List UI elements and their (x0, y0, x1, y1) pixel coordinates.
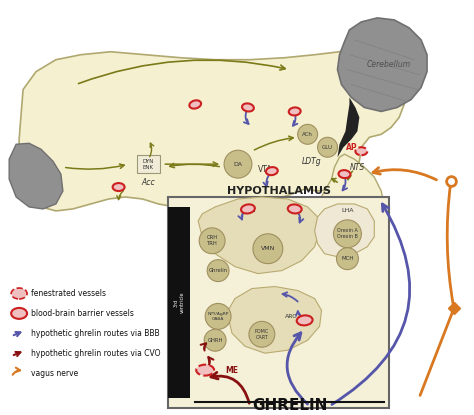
FancyArrowPatch shape (293, 114, 298, 126)
Ellipse shape (11, 288, 27, 299)
Text: POMC
CART: POMC CART (255, 329, 269, 340)
Text: AP: AP (346, 143, 357, 152)
Ellipse shape (196, 365, 214, 376)
Circle shape (334, 220, 361, 248)
Text: ME: ME (225, 366, 238, 375)
Text: VTA: VTA (258, 165, 273, 173)
Polygon shape (19, 50, 407, 211)
Ellipse shape (356, 147, 367, 155)
Text: Orexin A
Orexin B: Orexin A Orexin B (337, 228, 358, 239)
FancyArrowPatch shape (211, 372, 249, 403)
FancyArrowPatch shape (420, 311, 453, 395)
Text: DYN
ENK: DYN ENK (143, 159, 154, 170)
Text: fenestrated vessels: fenestrated vessels (31, 289, 106, 298)
Text: HYPOTHALAMUS: HYPOTHALAMUS (227, 186, 331, 196)
Ellipse shape (242, 103, 254, 112)
Ellipse shape (297, 315, 312, 325)
Circle shape (204, 330, 226, 351)
Text: 3rd
ventricle: 3rd ventricle (174, 292, 185, 313)
Text: PVN: PVN (244, 208, 256, 213)
Circle shape (207, 260, 229, 281)
Polygon shape (9, 143, 63, 209)
Circle shape (205, 303, 231, 330)
Bar (168, 197, 389, 408)
Text: GHRELIN: GHRELIN (252, 398, 328, 413)
FancyArrowPatch shape (14, 352, 20, 356)
Circle shape (318, 137, 337, 157)
FancyArrowPatch shape (238, 210, 246, 220)
Circle shape (337, 248, 358, 270)
Polygon shape (315, 154, 384, 239)
FancyArrowPatch shape (264, 173, 270, 186)
FancyArrowPatch shape (332, 178, 337, 182)
Text: GHRH: GHRH (208, 338, 223, 343)
Circle shape (224, 150, 252, 178)
Text: ARC: ARC (285, 314, 298, 319)
Text: hypothetic ghrelin routes via CVO: hypothetic ghrelin routes via CVO (31, 349, 161, 358)
FancyArrowPatch shape (297, 211, 303, 222)
Bar (168, 207, 190, 398)
Ellipse shape (11, 308, 27, 319)
Text: DA: DA (234, 162, 243, 167)
FancyArrowPatch shape (170, 164, 219, 168)
FancyArrowPatch shape (373, 168, 437, 180)
FancyArrowPatch shape (332, 204, 410, 405)
Text: MCH: MCH (341, 256, 354, 261)
Polygon shape (337, 18, 427, 112)
FancyArrowPatch shape (117, 191, 123, 200)
FancyArrowPatch shape (201, 343, 206, 351)
Ellipse shape (113, 183, 125, 191)
Circle shape (199, 228, 225, 254)
Text: Ghrelin: Ghrelin (209, 268, 228, 273)
Circle shape (249, 321, 275, 347)
Text: Cerebellum: Cerebellum (367, 60, 411, 69)
Ellipse shape (189, 100, 201, 109)
FancyArrowPatch shape (165, 162, 218, 166)
FancyArrowPatch shape (244, 110, 248, 124)
FancyArrowPatch shape (343, 177, 347, 190)
FancyArrowPatch shape (346, 171, 353, 180)
FancyArrowPatch shape (287, 333, 308, 404)
Circle shape (253, 234, 283, 264)
FancyArrowPatch shape (65, 164, 124, 169)
FancyArrowPatch shape (13, 368, 20, 375)
Text: GLU: GLU (322, 145, 333, 150)
Text: CRH
TRH: CRH TRH (207, 235, 218, 246)
Text: Acc: Acc (142, 178, 155, 187)
FancyArrowPatch shape (14, 332, 20, 336)
Ellipse shape (266, 167, 278, 175)
Ellipse shape (338, 170, 350, 178)
FancyArrowPatch shape (447, 184, 454, 306)
Text: VMN: VMN (261, 246, 275, 251)
Polygon shape (228, 286, 321, 353)
FancyArrowPatch shape (78, 60, 285, 83)
Text: LHA: LHA (341, 208, 354, 213)
FancyArrowPatch shape (150, 143, 154, 157)
Text: NTS: NTS (350, 163, 365, 172)
FancyBboxPatch shape (137, 155, 160, 173)
Ellipse shape (288, 205, 301, 213)
FancyArrowPatch shape (207, 357, 213, 368)
Polygon shape (315, 204, 374, 257)
Text: ACh: ACh (302, 132, 313, 137)
Ellipse shape (289, 107, 301, 115)
FancyArrowPatch shape (255, 136, 293, 150)
Circle shape (298, 124, 318, 144)
Text: LDTg: LDTg (302, 157, 321, 166)
Text: NPY/AgRP
GABA: NPY/AgRP GABA (208, 312, 229, 321)
Polygon shape (337, 98, 359, 157)
Text: blood-brain barrier vessels: blood-brain barrier vessels (31, 309, 134, 318)
FancyArrowPatch shape (296, 311, 302, 319)
Polygon shape (198, 197, 319, 273)
Ellipse shape (241, 204, 255, 213)
Text: vagus nerve: vagus nerve (31, 369, 78, 378)
Text: hypothetic ghrelin routes via BBB: hypothetic ghrelin routes via BBB (31, 329, 160, 338)
FancyArrowPatch shape (283, 292, 298, 302)
